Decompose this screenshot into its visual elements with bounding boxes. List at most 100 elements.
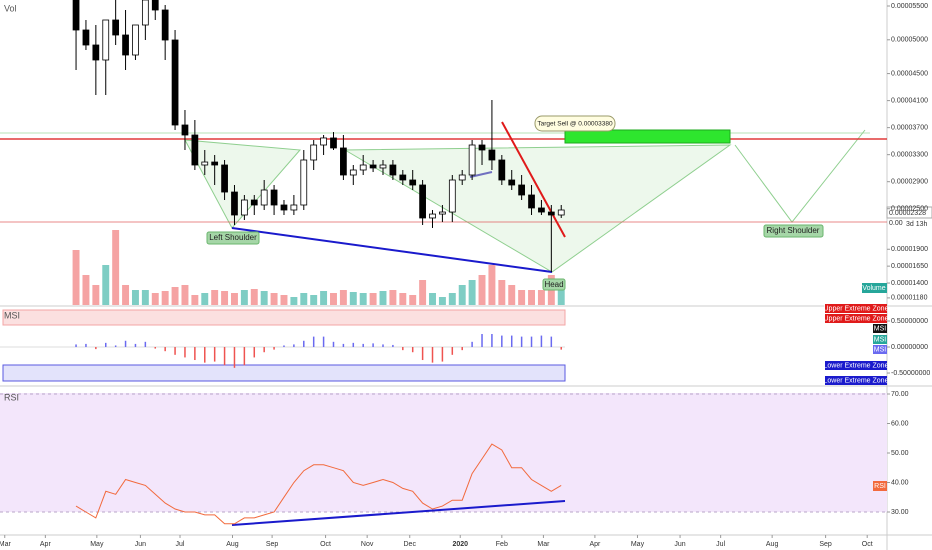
volume-bar: [518, 290, 526, 305]
candle-body: [508, 179, 516, 186]
zone-tag: [825, 376, 887, 385]
candle-body: [458, 174, 466, 181]
candle-body: [280, 204, 288, 211]
x-tick-label: Dec: [404, 541, 417, 548]
head-label: Head: [544, 280, 563, 289]
msi-tag-label: MSI: [874, 325, 887, 332]
volume-bar: [82, 275, 90, 305]
volume-bar: [379, 291, 387, 305]
candle-body: [151, 0, 159, 11]
msi-bar: [154, 347, 157, 349]
zone-tag-label: Upper Extreme Zone: [824, 315, 889, 322]
y-tick-label: 0.00004100: [891, 97, 928, 104]
volume-bar: [339, 290, 347, 305]
candle-body: [181, 124, 189, 136]
msi-bar: [144, 341, 147, 348]
volume-bar: [280, 295, 288, 305]
countdown-price: 0.00: [889, 220, 903, 227]
candle-body: [439, 211, 446, 215]
candle-body: [448, 179, 456, 213]
volume-bar: [221, 291, 229, 305]
candle-body: [429, 213, 436, 219]
candle-body: [528, 194, 535, 209]
zone-tag-label: Lower Extreme Zone: [824, 362, 889, 369]
candle-body: [260, 189, 268, 206]
msi-bar: [85, 343, 87, 348]
msi-bar: [520, 336, 523, 348]
volume-bar: [181, 285, 189, 305]
msi-bar: [431, 347, 434, 363]
msi-upper-zone: [2, 309, 566, 326]
volume-bar: [438, 297, 446, 305]
volume-bar: [231, 293, 238, 305]
price-tag-label: 0.00002328: [889, 210, 926, 217]
msi-bar: [342, 343, 345, 348]
x-tick-label: Apr: [40, 541, 52, 548]
volume-tag: [862, 283, 887, 293]
volume-bar: [448, 293, 456, 305]
x-tick-label: Jun: [135, 541, 146, 548]
volume-bar: [240, 290, 248, 305]
msi-bar: [332, 341, 335, 348]
volume-legend: Vol: [4, 3, 17, 13]
msi-bar: [421, 347, 424, 361]
msi-bar: [372, 343, 374, 348]
x-tick-label: Mar: [537, 541, 550, 548]
volume-tag-label: Volume: [862, 285, 885, 292]
msi-bar: [213, 347, 216, 362]
candle-body: [241, 199, 248, 216]
volume-bar: [290, 297, 298, 305]
volume-bar: [300, 293, 308, 305]
x-tick-label: Sep: [819, 541, 832, 548]
candle-body: [359, 164, 367, 171]
msi-bar: [263, 347, 265, 353]
x-tick-label: Oct: [320, 541, 331, 548]
zone-tag-label: Upper Extreme Zone: [824, 305, 889, 312]
volume-bar: [310, 295, 318, 305]
candle-body: [231, 191, 238, 216]
msi-bar: [540, 335, 543, 348]
candle-body: [379, 164, 387, 169]
volume-bar: [458, 285, 466, 305]
msi-bar: [530, 336, 533, 348]
x-tick-label: Aug: [766, 541, 779, 548]
down-trend-line: [501, 121, 566, 238]
zone-tag: [825, 361, 887, 370]
candle-body: [557, 209, 565, 216]
volume-bar: [429, 293, 436, 305]
y-tick-label: 0.00001650: [891, 263, 928, 270]
msi-bar: [352, 342, 355, 348]
msi-bar: [402, 347, 404, 351]
candle-body: [320, 137, 327, 146]
y-tick-label: 0.00000000: [891, 344, 928, 351]
small-trend-line: [469, 171, 493, 178]
y-tick-label: 0.00003700: [891, 124, 928, 131]
candle-body: [349, 169, 357, 176]
head-shape: [343, 144, 732, 273]
y-tick-label: 70.00: [891, 391, 909, 398]
x-tick-label: Nov: [361, 541, 374, 548]
msi-bar: [322, 336, 325, 348]
volume-bar: [399, 293, 407, 305]
y-tick-label: 0.00001900: [891, 246, 928, 253]
candle-body: [132, 24, 139, 56]
y-tick-label: 0.00002900: [891, 179, 928, 186]
volume-bar: [201, 293, 209, 305]
volume-bar: [211, 290, 219, 305]
y-tick-label: 0.00001180: [891, 295, 928, 302]
volume-bar: [72, 250, 80, 305]
left-shoulder-label: Left Shoulder: [209, 233, 257, 242]
y-tick-label: 30.00: [891, 509, 909, 516]
volume-bar: [102, 265, 110, 305]
msi-bar: [491, 334, 493, 348]
msi-bar: [550, 336, 553, 348]
zone-tag: [825, 314, 887, 323]
volume-bar: [409, 295, 417, 305]
y-tick-label: 0.00005000: [891, 37, 928, 44]
msi-bar: [194, 347, 196, 361]
candle-body: [468, 144, 476, 176]
x-tick-label: Jul: [716, 541, 725, 548]
msi-bar: [392, 344, 394, 348]
volume-bar: [528, 290, 535, 305]
msi-tag: [873, 324, 887, 333]
